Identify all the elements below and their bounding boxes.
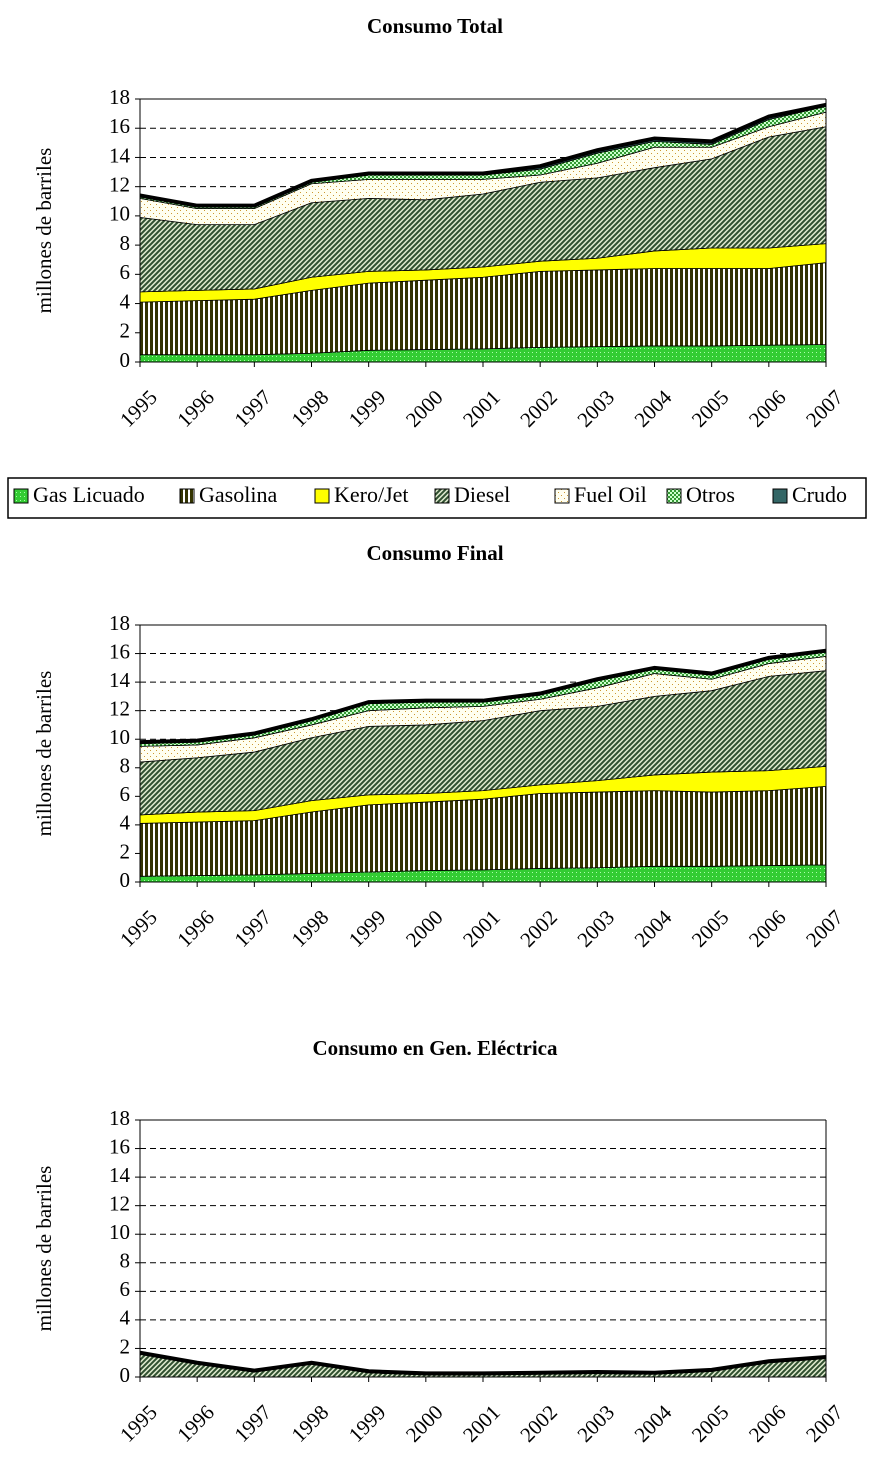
legend-swatch (314, 488, 330, 504)
y-tick-label: 18 (109, 1106, 130, 1130)
y-tick-label: 6 (120, 782, 131, 806)
x-tick-label: 2006 (744, 905, 791, 952)
y-tick-label: 18 (109, 611, 130, 635)
legend-label: Otros (686, 482, 735, 507)
y-tick-label: 18 (109, 85, 130, 109)
x-tick-label: 2007 (801, 1400, 848, 1447)
chart-title: Consumo Total (367, 14, 503, 38)
y-axis-label: millones de barriles (32, 1166, 56, 1332)
x-tick-label: 1999 (344, 1400, 391, 1447)
y-tick-label: 4 (120, 289, 131, 313)
chart-title: Consumo en Gen. Eléctrica (313, 1036, 558, 1060)
legend-label: Gasolina (199, 482, 277, 507)
y-tick-label: 12 (109, 172, 130, 196)
x-tick-label: 1995 (115, 1400, 162, 1447)
x-tick-label: 2005 (687, 1400, 734, 1447)
y-tick-label: 0 (120, 868, 131, 892)
y-tick-label: 10 (109, 725, 130, 749)
y-tick-label: 0 (120, 348, 131, 372)
y-axis-label: millones de barriles (32, 671, 56, 837)
x-tick-label: 1999 (344, 385, 391, 432)
x-tick-label: 1998 (287, 905, 334, 952)
x-tick-label: 2004 (630, 1400, 677, 1447)
x-tick-label: 2006 (744, 385, 791, 432)
x-tick-label: 1998 (287, 385, 334, 432)
y-tick-label: 2 (120, 839, 131, 863)
x-tick-label: 2007 (801, 385, 848, 432)
y-tick-label: 10 (109, 1220, 130, 1244)
x-tick-label: 2000 (401, 1400, 448, 1447)
y-tick-label: 0 (120, 1363, 131, 1387)
y-tick-label: 2 (120, 1334, 131, 1358)
x-tick-label: 2005 (687, 905, 734, 952)
legend-swatch (434, 488, 450, 504)
legend-label: Kero/Jet (334, 482, 409, 507)
legend-swatch (554, 488, 570, 504)
x-tick-label: 2003 (572, 905, 619, 952)
x-tick-label: 1998 (287, 1400, 334, 1447)
y-axis-label: millones de barriles (32, 148, 56, 314)
y-tick-label: 8 (120, 754, 131, 778)
y-tick-label: 16 (109, 114, 130, 138)
x-tick-label: 1996 (172, 1400, 219, 1447)
y-tick-label: 8 (120, 231, 131, 255)
x-tick-label: 2001 (458, 905, 505, 952)
x-tick-label: 2002 (515, 905, 562, 952)
x-tick-label: 2005 (687, 385, 734, 432)
legend-label: Gas Licuado (33, 482, 145, 507)
y-tick-label: 16 (109, 639, 130, 663)
x-tick-label: 2004 (630, 385, 677, 432)
legend-label: Fuel Oil (574, 482, 647, 507)
x-tick-label: 1996 (172, 385, 219, 432)
y-tick-label: 12 (109, 1191, 130, 1215)
x-tick-label: 1997 (229, 1400, 276, 1447)
x-tick-label: 2002 (515, 1400, 562, 1447)
y-tick-label: 6 (120, 1277, 131, 1301)
x-tick-label: 1996 (172, 905, 219, 952)
legend-swatch (666, 488, 682, 504)
x-tick-label: 2000 (401, 905, 448, 952)
top-edge (139, 648, 827, 745)
y-tick-label: 12 (109, 696, 130, 720)
legend-label: Diesel (454, 482, 510, 507)
x-tick-label: 1997 (229, 905, 276, 952)
x-tick-label: 1995 (115, 385, 162, 432)
y-tick-label: 6 (120, 260, 131, 284)
x-tick-label: 1999 (344, 905, 391, 952)
x-tick-label: 1995 (115, 905, 162, 952)
legend-swatch (772, 488, 788, 504)
x-tick-label: 2002 (515, 385, 562, 432)
x-tick-label: 2001 (458, 385, 505, 432)
y-tick-label: 4 (120, 811, 131, 835)
x-tick-label: 1997 (229, 385, 276, 432)
y-tick-label: 4 (120, 1306, 131, 1330)
y-tick-label: 2 (120, 319, 131, 343)
top-edge (139, 102, 827, 208)
x-tick-label: 2003 (572, 1400, 619, 1447)
y-tick-label: 8 (120, 1249, 131, 1273)
top-edge (139, 1350, 827, 1376)
x-tick-label: 2006 (744, 1400, 791, 1447)
y-tick-label: 14 (109, 143, 131, 167)
y-tick-label: 14 (109, 668, 131, 692)
legend-swatch (13, 488, 29, 504)
y-tick-label: 10 (109, 202, 130, 226)
legend-label: Crudo (792, 482, 847, 507)
legend-swatch (179, 488, 195, 504)
x-tick-label: 2007 (801, 905, 848, 952)
y-tick-label: 14 (109, 1163, 131, 1187)
x-tick-label: 2003 (572, 385, 619, 432)
chart-title: Consumo Final (366, 541, 503, 565)
y-tick-label: 16 (109, 1134, 130, 1158)
x-tick-label: 2001 (458, 1400, 505, 1447)
x-tick-label: 2004 (630, 905, 677, 952)
x-tick-label: 2000 (401, 385, 448, 432)
